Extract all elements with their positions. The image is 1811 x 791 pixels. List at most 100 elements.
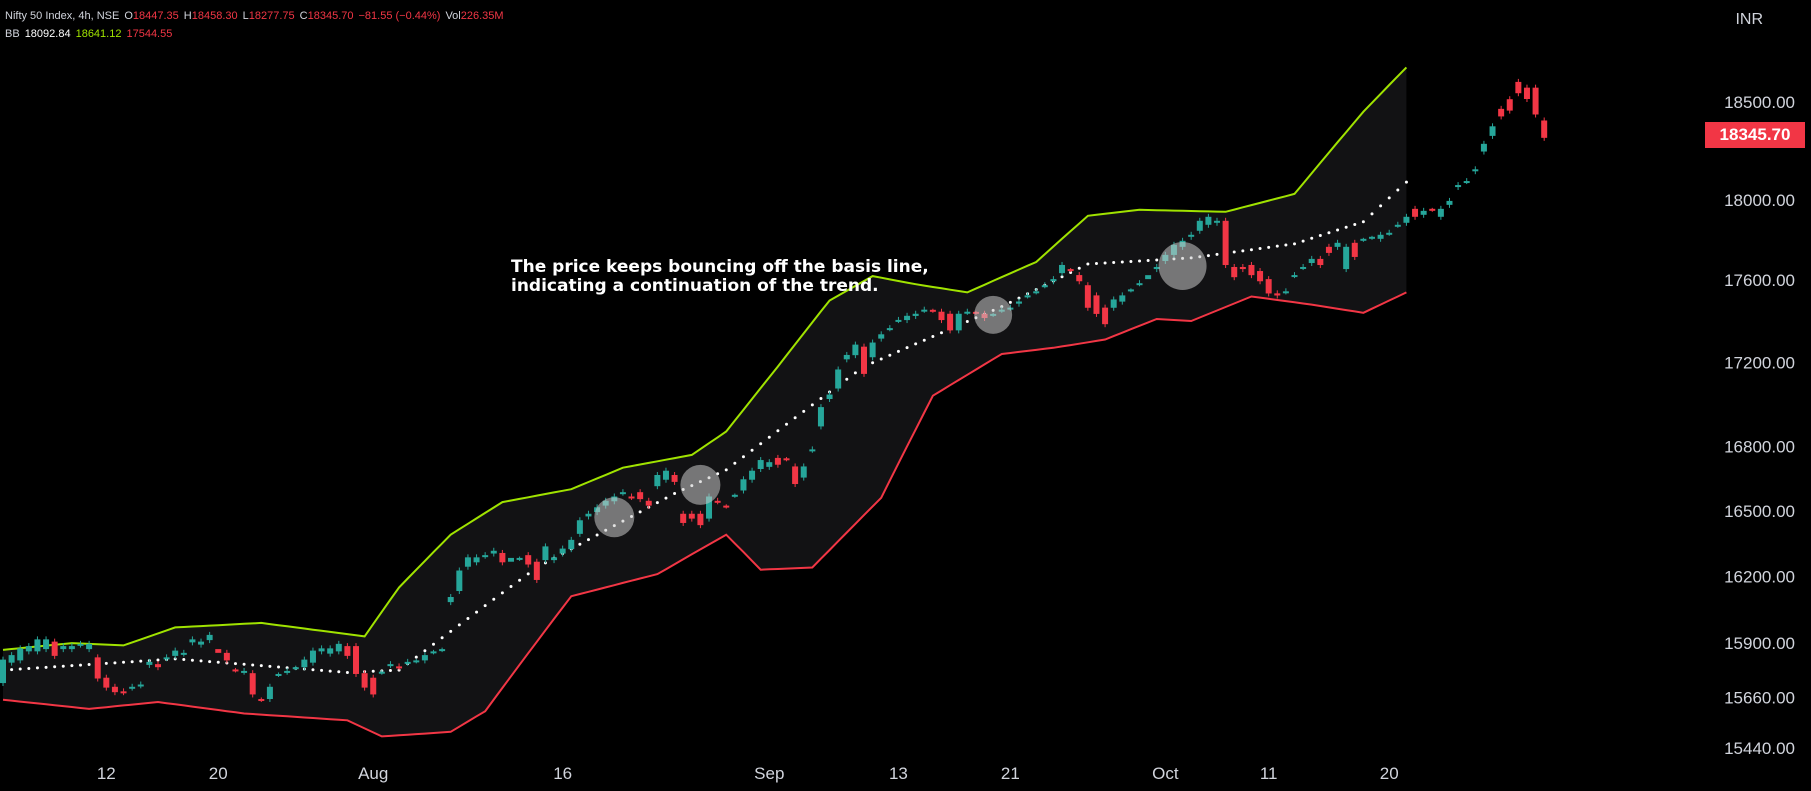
candle-body [1489, 126, 1496, 136]
candle-body [163, 657, 170, 660]
candle-body [774, 457, 781, 465]
basis-dot [1284, 243, 1288, 247]
candle-body [740, 479, 747, 491]
basis-dot [1086, 262, 1090, 266]
candle-body [447, 597, 454, 603]
candle-body [60, 646, 67, 650]
basis-dot [578, 542, 582, 546]
candle-body [1102, 307, 1109, 325]
candle-body [1265, 279, 1272, 294]
basis-dot [767, 435, 771, 439]
basis-dot [414, 655, 418, 659]
basis-dot [724, 468, 728, 472]
candle-body [843, 354, 850, 360]
price-tick-label: 16200.00 [1724, 567, 1795, 586]
indicator-name[interactable]: BB [5, 28, 20, 40]
candle-body [1127, 289, 1134, 292]
basis-dot [320, 668, 324, 672]
candle-body [533, 561, 540, 580]
indicator-legend[interactable]: BB 18092.84 18641.12 17544.55 [5, 28, 177, 40]
candle-body [94, 657, 101, 679]
band-area [3, 67, 1407, 737]
basis-dot [871, 361, 875, 365]
basis-dot [35, 666, 39, 670]
basis-dot [905, 346, 909, 350]
basis-dot [156, 658, 160, 662]
basis-dot [1275, 244, 1279, 248]
candle-body [137, 684, 144, 687]
basis-dot [190, 658, 194, 662]
candle-body [1145, 275, 1152, 280]
candle-body [111, 686, 118, 693]
basis-dot [1370, 212, 1374, 216]
low-value: 18277.75 [248, 10, 295, 22]
candle-body [861, 346, 867, 374]
basis-dot [423, 649, 427, 653]
bounce-marker-circle [974, 295, 1013, 334]
candle-body [1403, 216, 1410, 223]
candle-body [103, 677, 110, 688]
candle-body [1119, 295, 1126, 302]
candle-body [1368, 236, 1375, 239]
basis-dot [1310, 236, 1314, 240]
price-tick-label: 16800.00 [1724, 437, 1795, 456]
candlesticks [0, 78, 1548, 703]
basis-dot [939, 331, 943, 335]
basis-dot [440, 636, 444, 640]
candle-body [947, 313, 954, 331]
basis-dot [277, 665, 281, 669]
time-tick-label: 16 [553, 764, 572, 783]
bb-upper-value: 18641.12 [75, 28, 122, 40]
candle-body [1084, 285, 1091, 308]
symbol-legend[interactable]: Nifty 50 Index, 4h, NSE O18447.35 H18458.3… [5, 10, 509, 22]
basis-dot [1206, 254, 1210, 258]
candle-body [1231, 266, 1238, 278]
candle-body [809, 449, 816, 452]
basis-dot [1146, 258, 1150, 262]
basis-dot [268, 664, 272, 668]
candle-body [1282, 291, 1289, 294]
candle-body [921, 309, 928, 312]
candle-body [1050, 279, 1057, 282]
candle-body [912, 313, 919, 316]
candle-body [706, 496, 713, 519]
volume-label: Vol [445, 10, 461, 22]
basis-dot [1155, 258, 1159, 262]
basis-dot [879, 357, 883, 361]
candle-body [1506, 99, 1513, 111]
candle-body [1334, 242, 1341, 247]
candle-body [86, 643, 93, 650]
time-tick-label: 13 [889, 764, 908, 783]
upper-band-line [2, 66, 1408, 651]
candle-body [800, 466, 807, 478]
basis-dot [1327, 231, 1331, 235]
candle-body [1343, 246, 1350, 270]
candle-body [77, 643, 84, 646]
symbol-name[interactable]: Nifty 50 Index, 4h, NSE [5, 10, 120, 22]
candle-body [1463, 181, 1470, 184]
basis-dot [337, 670, 341, 674]
candle-body [895, 319, 902, 322]
bollinger-band-fill [3, 67, 1407, 737]
candle-body [0, 659, 6, 684]
basis-dot [87, 663, 91, 667]
basis-dot [1060, 275, 1064, 279]
candle-body [1196, 220, 1203, 231]
candle-body [1257, 271, 1264, 282]
currency-label[interactable]: INR [1735, 11, 1763, 28]
candle-body [680, 513, 687, 523]
candle-body [327, 648, 334, 654]
candle-body [1110, 299, 1117, 308]
candle-body [198, 641, 205, 645]
candle-body [1351, 242, 1358, 257]
candle-body [464, 557, 471, 567]
candle-body [180, 652, 187, 655]
candle-body [172, 650, 179, 656]
candle-body [146, 661, 153, 665]
candle-body [1222, 220, 1229, 266]
candle-body [249, 673, 256, 695]
basis-dot [1103, 261, 1107, 265]
candle-body [654, 475, 661, 487]
price-tick-label: 15660.00 [1724, 688, 1795, 707]
